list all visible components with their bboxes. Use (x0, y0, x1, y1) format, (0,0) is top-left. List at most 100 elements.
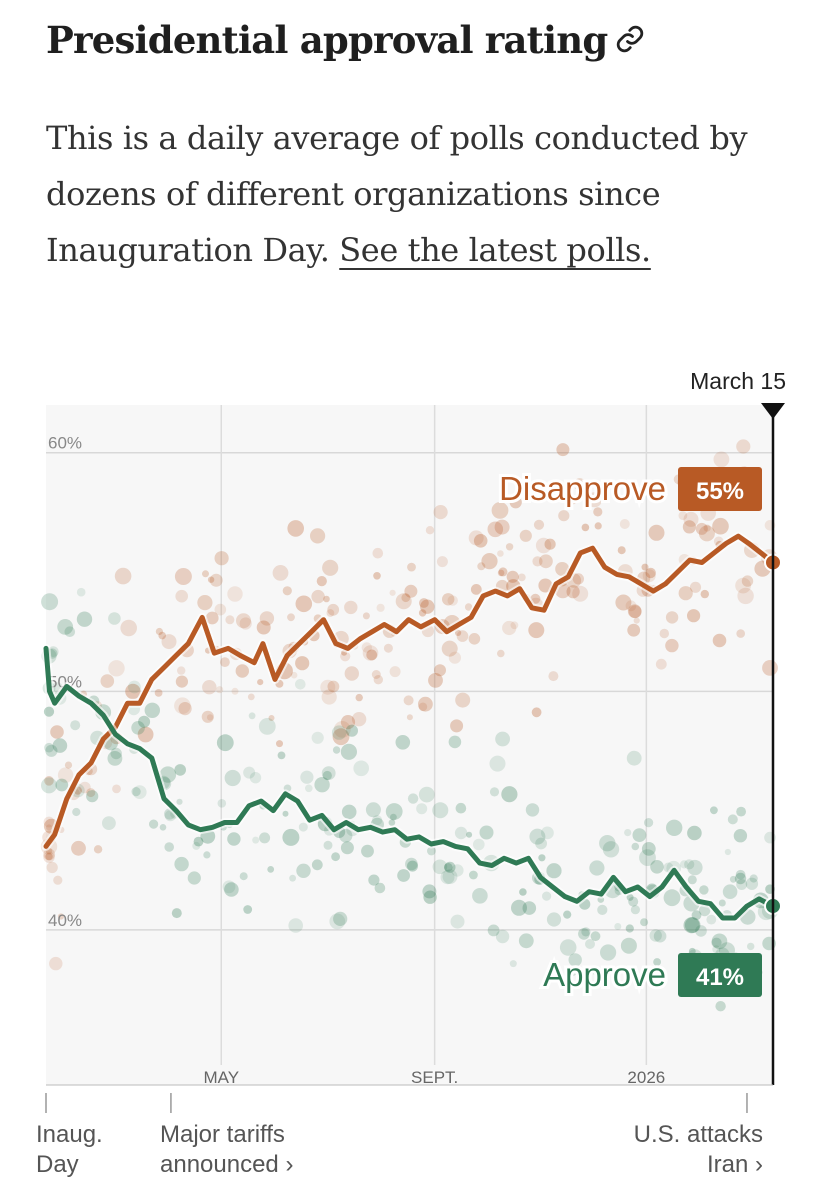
poll-dot-disapprove (456, 630, 469, 642)
poll-dot-disapprove (497, 569, 505, 577)
poll-dot-approve (442, 869, 458, 884)
poll-dot-approve (489, 787, 500, 797)
poll-dot-approve (541, 826, 554, 840)
poll-dot-approve (432, 802, 449, 819)
poll-dot-approve (176, 798, 183, 805)
poll-dot-approve (501, 786, 518, 803)
poll-dot-disapprove (287, 613, 295, 622)
poll-dot-approve (52, 738, 68, 753)
poll-dot-approve (563, 910, 572, 919)
poll-dot-approve (747, 942, 755, 951)
poll-dot-approve (602, 841, 620, 858)
poll-dot-approve (581, 927, 591, 937)
poll-dot-approve (249, 772, 262, 784)
poll-dot-disapprove (49, 956, 63, 971)
approve-line (43, 645, 776, 921)
poll-dot-disapprove (259, 611, 275, 626)
poll-dot-approve (323, 840, 333, 850)
poll-dot-approve (243, 905, 253, 914)
poll-dot-approve (405, 857, 418, 871)
link-icon[interactable] (615, 24, 645, 54)
poll-dot-approve (653, 929, 667, 943)
poll-dot-disapprove (236, 613, 251, 629)
poll-dot-disapprove (735, 577, 751, 594)
poll-dot-disapprove (762, 660, 778, 676)
poll-dot-approve (695, 925, 707, 937)
poll-dot-disapprove (344, 666, 359, 681)
poll-dot-approve (353, 760, 370, 777)
poll-dot-disapprove (494, 519, 510, 535)
poll-dot-approve (589, 860, 605, 876)
poll-dot-disapprove (617, 546, 626, 555)
poll-dot-disapprove (441, 640, 458, 657)
poll-dot-approve (683, 917, 700, 934)
poll-dot-approve (222, 880, 236, 894)
poll-dot-disapprove (214, 603, 227, 616)
poll-dot-approve (444, 861, 456, 873)
poll-dot-disapprove (100, 674, 115, 688)
poll-dot-disapprove (505, 543, 514, 551)
poll-dot-disapprove (556, 443, 570, 457)
poll-dot-approve (546, 863, 562, 879)
poll-dot-disapprove (158, 631, 166, 640)
poll-dot-approve (727, 814, 738, 825)
poll-dot-disapprove (403, 695, 414, 706)
poll-dot-approve (296, 863, 311, 878)
poll-dot-approve (164, 842, 174, 852)
poll-dot-approve (288, 918, 304, 933)
approval-chart: 60%50%40% MAY SEPT. 2026 Disapprove 55% Appr… (36, 368, 786, 1178)
poll-dot-approve (546, 912, 562, 927)
poll-dot-approve (495, 731, 510, 747)
poll-dot-disapprove (470, 584, 482, 595)
poll-dot-disapprove (418, 702, 428, 712)
poll-dot-approve (687, 825, 702, 841)
poll-dot-approve (455, 802, 467, 814)
poll-dot-approve (653, 958, 661, 966)
x-tick-label-2: 2026 (627, 1068, 665, 1087)
poll-dot-disapprove (86, 788, 96, 798)
poll-dot-disapprove (290, 671, 298, 679)
current-date-marker: March 15 (690, 368, 786, 1085)
poll-dot-approve (469, 870, 478, 880)
poll-dot-approve (282, 810, 289, 817)
poll-dot-disapprove (506, 570, 519, 583)
poll-dot-disapprove (272, 565, 289, 581)
poll-dot-disapprove (322, 559, 339, 576)
poll-dot-approve (745, 877, 759, 890)
poll-dot-disapprove (45, 852, 53, 861)
poll-dot-approve (628, 896, 639, 907)
poll-dot-disapprove (389, 589, 396, 596)
poll-dot-disapprove (366, 649, 378, 661)
y-tick-label-2: 40% (48, 911, 82, 930)
poll-dot-disapprove (665, 611, 679, 624)
poll-dot-disapprove (362, 612, 370, 620)
poll-dot-approve (620, 937, 637, 954)
poll-dot-approve (718, 899, 726, 907)
poll-dot-approve (427, 846, 436, 856)
poll-dot-approve (277, 751, 286, 760)
poll-dot-disapprove (207, 576, 215, 583)
poll-dot-disapprove (64, 761, 73, 769)
poll-dot-disapprove (517, 573, 526, 582)
poll-dot-disapprove (205, 611, 219, 625)
poll-dot-disapprove (736, 439, 751, 454)
poll-dot-disapprove (655, 658, 667, 670)
poll-dot-disapprove (645, 567, 656, 579)
poll-dot-disapprove (316, 576, 327, 587)
disapprove-line (43, 533, 776, 849)
poll-dot-disapprove (627, 604, 642, 618)
poll-dot-approve (733, 829, 748, 843)
annotation-1-line-1: announced › (160, 1151, 293, 1178)
poll-dot-approve (632, 828, 647, 842)
poll-dot-approve (699, 885, 709, 895)
poll-dot-approve (340, 743, 357, 760)
poll-dot-approve (542, 891, 552, 901)
poll-dot-disapprove (736, 629, 745, 638)
disapprove-series-label: Disapprove (499, 470, 666, 507)
poll-dot-approve (44, 742, 54, 753)
poll-dot-disapprove (434, 664, 446, 677)
poll-dot-approve (706, 914, 717, 925)
poll-dot-disapprove (404, 584, 418, 598)
latest-polls-link[interactable]: See the latest polls. (339, 231, 651, 269)
poll-dot-approve (454, 826, 468, 840)
